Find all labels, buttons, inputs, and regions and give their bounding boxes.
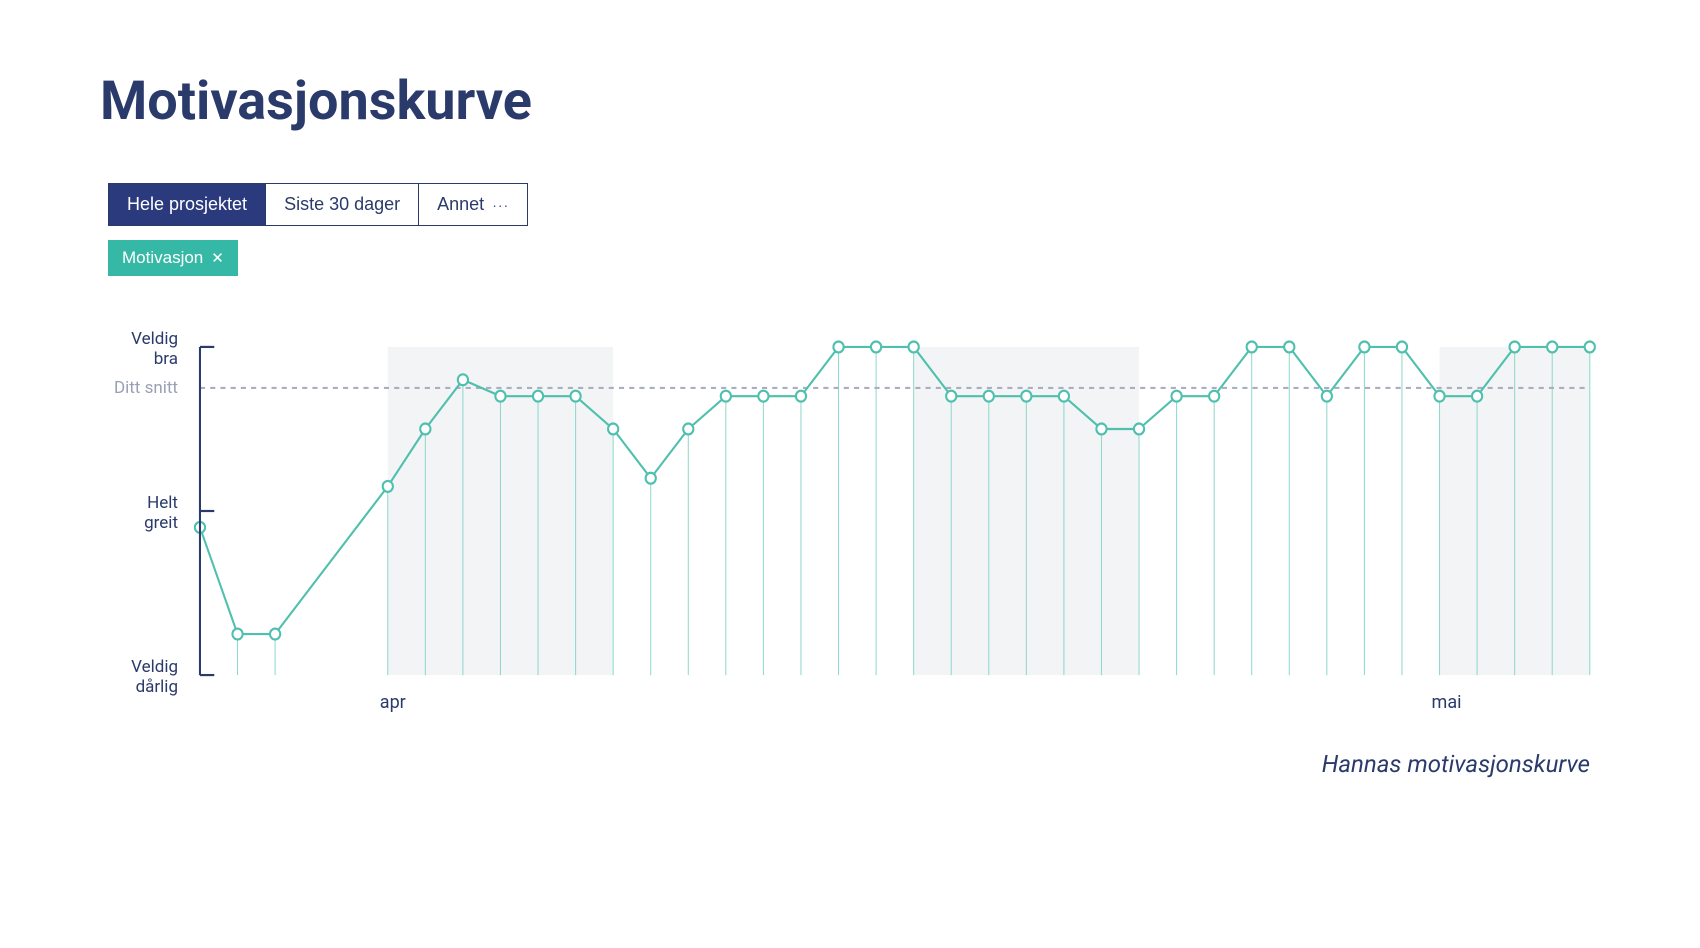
filter-chips: Motivasjon ✕ [108, 240, 1600, 276]
average-label: Ditt snitt [108, 378, 178, 398]
segment-label: Hele prosjektet [127, 194, 247, 215]
x-axis-label: mai [1432, 692, 1462, 713]
time-range-option[interactable]: Annet ··· [419, 184, 527, 225]
x-axis-label: apr [380, 692, 406, 713]
chip-label: Motivasjon [122, 248, 203, 268]
chart-caption: Hannas motivasjonskurve [100, 750, 1590, 778]
motivation-chart: VeldigbraHeltgreitVeldigdårligDitt snitt [108, 336, 1600, 686]
segment-label: Siste 30 dager [284, 194, 400, 215]
time-range-toolbar: Hele prosjektet Siste 30 dager Annet ··· [108, 183, 1600, 226]
ellipsis-icon: ··· [492, 197, 509, 213]
x-axis-labels: apr mai [180, 686, 1600, 716]
segment-label: Annet [437, 194, 484, 215]
page-title: Motivasjonskurve [100, 70, 1600, 133]
y-axis-label: Veldigdårlig [108, 657, 178, 698]
chart-canvas [108, 336, 1600, 686]
filter-chip-motivasjon[interactable]: Motivasjon ✕ [108, 240, 238, 276]
time-range-option[interactable]: Siste 30 dager [266, 184, 419, 225]
time-range-option[interactable]: Hele prosjektet [109, 184, 266, 225]
close-icon: ✕ [211, 251, 224, 266]
y-axis-label: Veldigbra [108, 329, 178, 370]
y-axis-label: Heltgreit [108, 493, 178, 534]
time-range-segmented: Hele prosjektet Siste 30 dager Annet ··· [108, 183, 528, 226]
